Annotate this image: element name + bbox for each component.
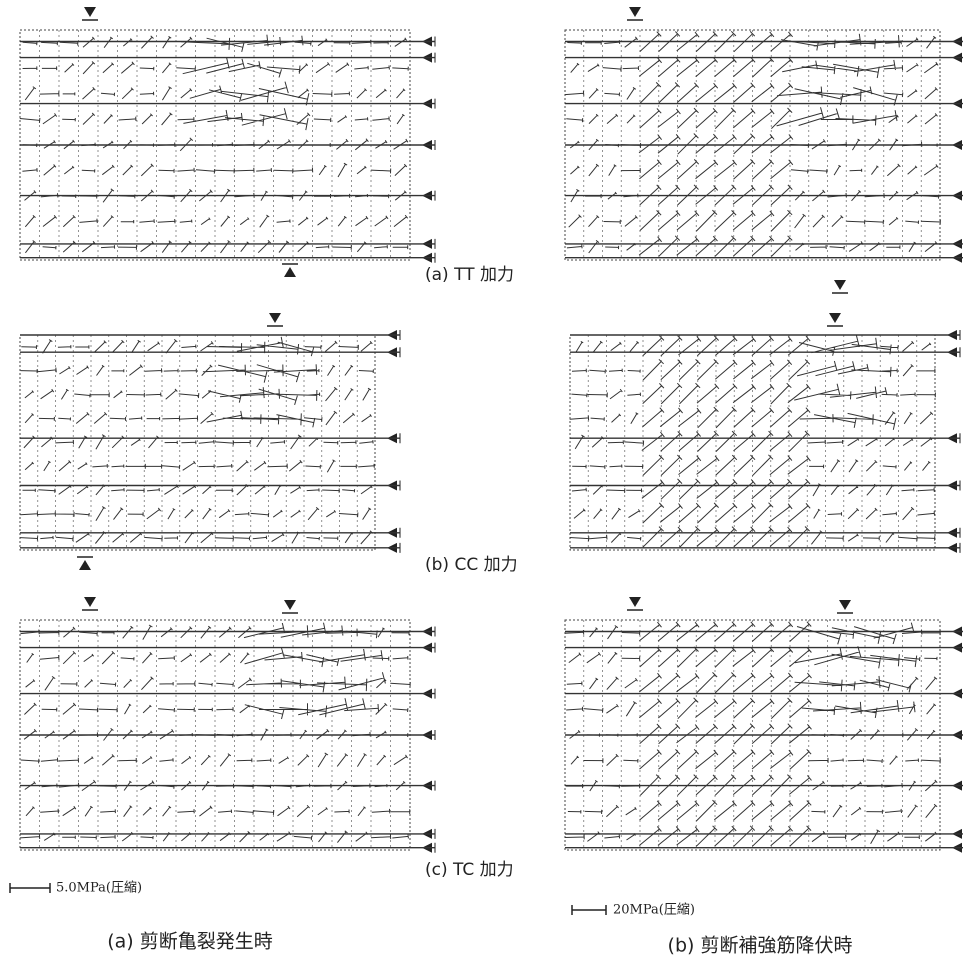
load-arrow [629, 597, 641, 607]
load-arrow [269, 313, 281, 323]
stress-panel [20, 597, 435, 853]
scale-label: 5.0MPa(圧縮) [56, 880, 142, 896]
load-arrow [629, 7, 641, 17]
stress-vectors [20, 35, 409, 253]
figure: (a) TT 加力 (b) CC 加力 (c) TC 加力 5.0MPa(圧縮)… [0, 0, 963, 962]
stress-panel [570, 313, 960, 553]
load-arrow [79, 560, 91, 570]
load-arrow [839, 600, 851, 610]
panel-outline [570, 335, 935, 550]
load-arrow [84, 7, 96, 17]
stress-panel [565, 597, 963, 853]
load-arrow [829, 313, 841, 323]
rebar-lines [570, 335, 960, 548]
load-arrow [284, 267, 296, 277]
panels [20, 7, 963, 853]
load-arrow [834, 280, 846, 290]
stress-panel [565, 7, 963, 293]
load-case-label: (b) CC 加力 [425, 555, 518, 575]
rebar-lines [565, 632, 963, 848]
rebar-lines [20, 42, 435, 258]
scale-bar: 5.0MPa(圧縮) [10, 880, 142, 896]
column-caption: (a) 剪断亀裂発生時 [107, 931, 273, 953]
column-caption: (b) 剪断補強筋降伏時 [668, 935, 853, 957]
rebar-lines [565, 42, 963, 258]
stress-panel [20, 7, 435, 277]
load-arrow [284, 600, 296, 610]
load-case-label: (a) TT 加力 [425, 265, 514, 285]
rebar-lines [20, 632, 435, 848]
load-arrow [84, 597, 96, 607]
stress-panel [20, 313, 400, 570]
scale-label: 20MPa(圧縮) [613, 902, 695, 918]
scale-bar: 20MPa(圧縮) [572, 902, 695, 918]
load-case-label: (c) TC 加力 [425, 860, 514, 880]
